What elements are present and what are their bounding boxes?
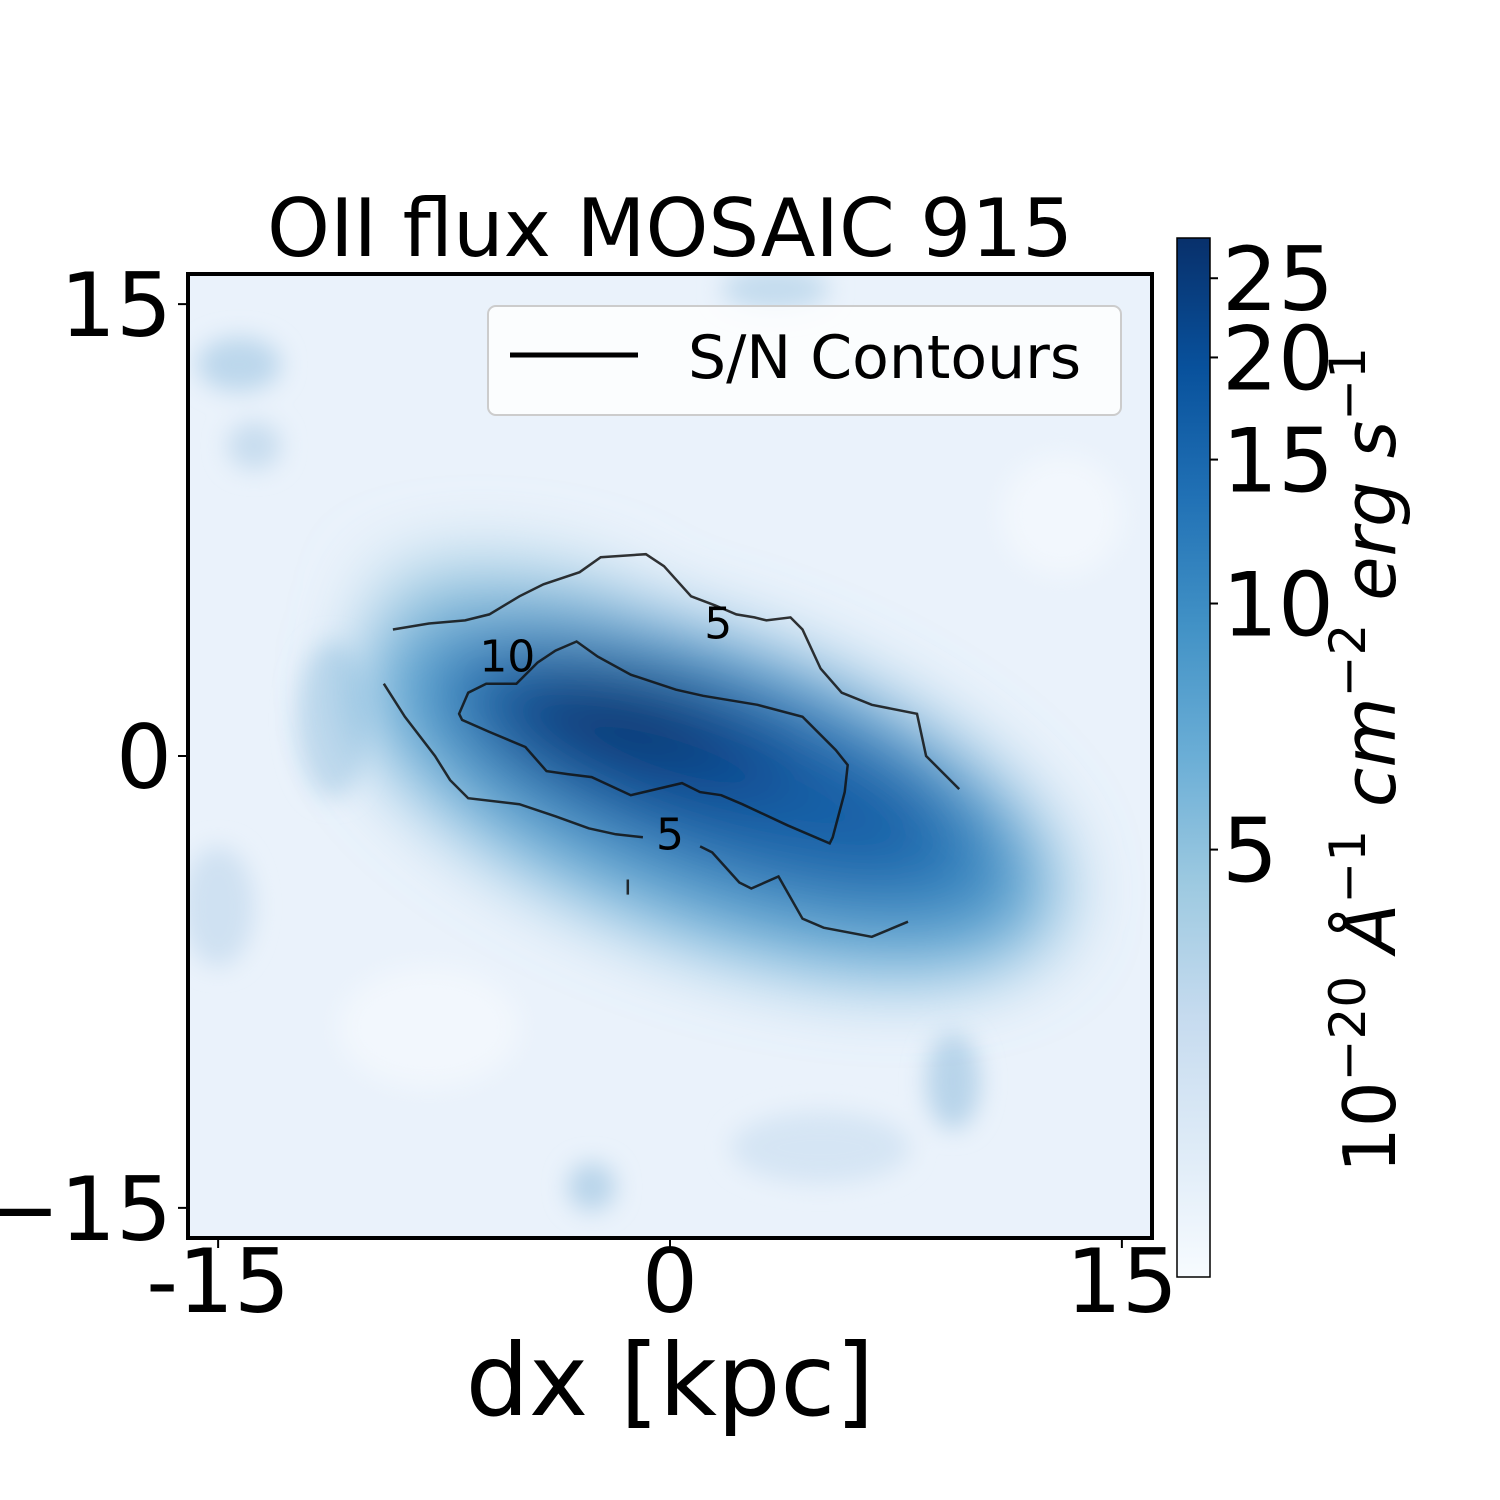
legend: S/N Contours (487, 305, 1122, 416)
colorbar-label-unit: erg s (1328, 421, 1412, 624)
x-tick-label: 15 (1066, 1230, 1178, 1333)
x-axis: -15 0 15 (146, 1230, 1178, 1333)
y-axis: 15 0 −15 (0, 254, 188, 1261)
y-tick-label: 0 (116, 706, 172, 809)
heatmap-patch (721, 274, 830, 311)
colorbar-label-unit: cm (1328, 697, 1412, 830)
colorbar-tick-label: 15 (1222, 410, 1334, 513)
colorbar-tick-label: 20 (1222, 307, 1334, 410)
heatmap-patch (188, 846, 255, 967)
colorbar-tick-label: 5 (1222, 800, 1278, 903)
y-tick-label: 15 (60, 254, 172, 357)
flux-heatmap (188, 274, 1152, 1238)
contour-label-5: 5 (704, 598, 732, 649)
contour-line-5 (392, 552, 961, 790)
x-axis-label: dx [kpc] (466, 1322, 875, 1439)
colorbar-label-unit-exponent: −1 (1319, 347, 1377, 421)
colorbar-gradient (1177, 238, 1210, 1277)
contour-label-5: 5 (656, 809, 684, 860)
heatmap-patch (926, 1033, 981, 1130)
contour-line-5 (382, 683, 644, 839)
legend-box (487, 305, 1122, 416)
heatmap-patch (1001, 455, 1122, 575)
y-tick-label: −15 (0, 1158, 172, 1261)
heatmap-patch (339, 967, 519, 1088)
heatmap-patch (296, 641, 369, 798)
sn-contours: 5 5 10 (382, 552, 961, 939)
heatmap-patch (227, 421, 282, 470)
x-tick-label: 0 (642, 1230, 698, 1333)
colorbar-label-exponent: −20 (1319, 976, 1377, 1082)
contour-line-5 (699, 845, 909, 939)
colorbar-frame (1176, 237, 1211, 1278)
chart-title: OII flux MOSAIC 915 (267, 182, 1073, 275)
contour-line-10 (457, 640, 849, 846)
colorbar-label: 10−20 Å−1 cm−2 erg s−1 (1319, 347, 1412, 1173)
heatmap-patch (567, 1162, 616, 1211)
colorbar-tick-label: 10 (1222, 554, 1334, 657)
colorbar-label-base: 10 (1328, 1081, 1412, 1173)
heatmap-patch (197, 337, 282, 392)
colorbar-label-unit-exponent: −2 (1319, 624, 1377, 698)
contour-label-10: 10 (479, 632, 535, 683)
heatmap-patch (730, 1111, 911, 1184)
x-tick-label: -15 (146, 1230, 290, 1333)
colorbar-label-unit: Å (1328, 904, 1412, 976)
colorbar-tick-label: 25 (1222, 228, 1334, 331)
colorbar-label-unit-exponent: −1 (1319, 830, 1377, 904)
heatmap-emission-region (530, 683, 720, 757)
legend-label: S/N Contours (688, 323, 1081, 393)
